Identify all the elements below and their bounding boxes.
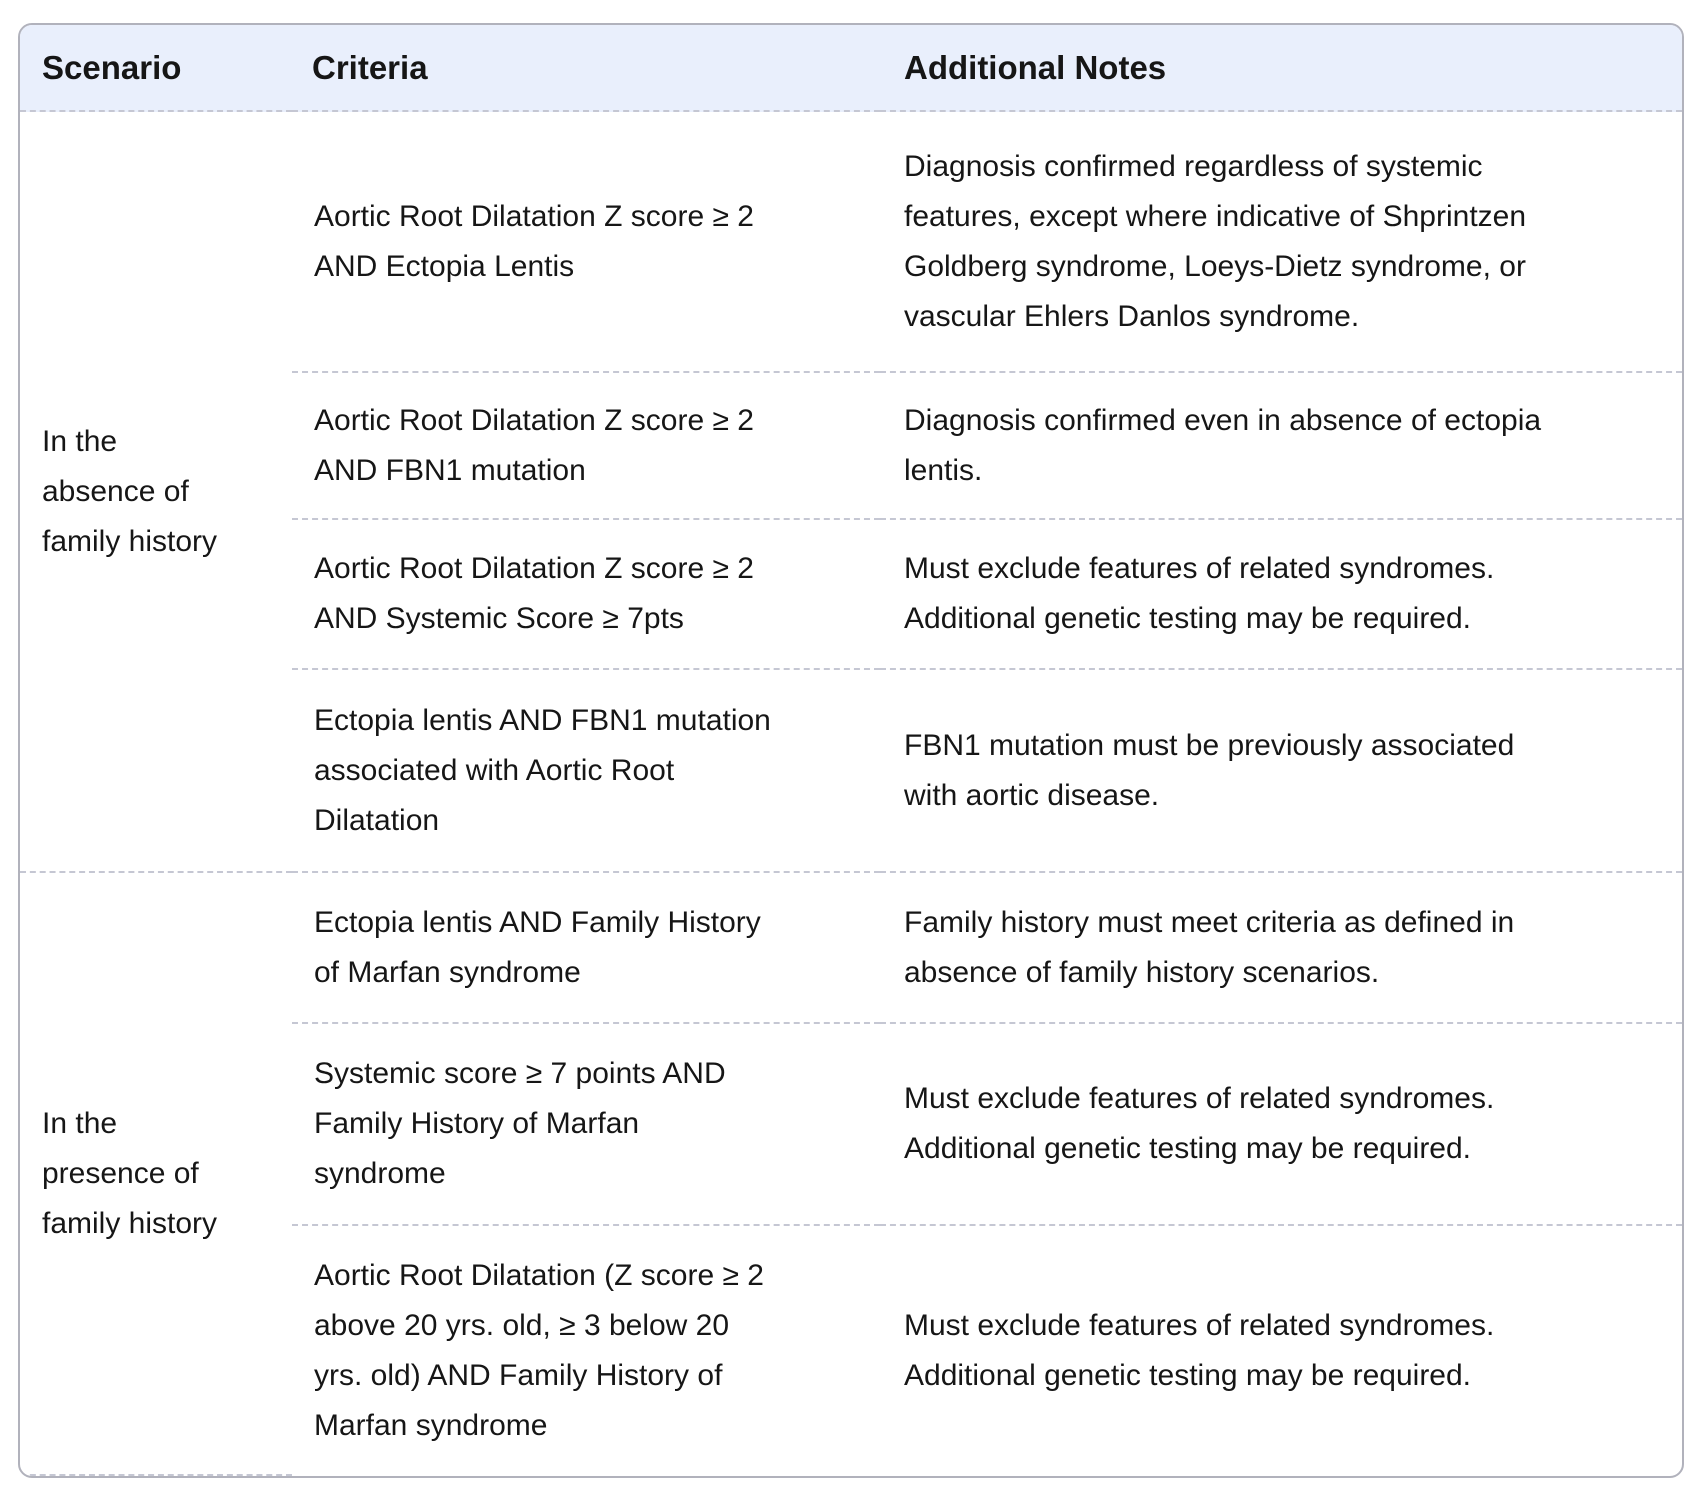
notes-cell: Must exclude features of related syndrom…: [880, 518, 1682, 668]
column-header-additional-notes: Additional Notes: [880, 25, 1682, 112]
criteria-cell: Systemic score ≥ 7 points AND Family His…: [292, 1022, 880, 1224]
diagnosis-criteria-table-container: Scenario Criteria Additional Notes In th…: [18, 23, 1684, 1478]
notes-text: Diagnosis confirmed even in absence of e…: [904, 403, 1542, 487]
column-header-scenario: Scenario: [20, 25, 292, 112]
header-row: Scenario Criteria Additional Notes: [20, 25, 1682, 112]
notes-cell: FBN1 mutation must be previously associa…: [880, 668, 1682, 871]
notes-cell: Must exclude features of related syndrom…: [880, 1224, 1682, 1476]
notes-text: Diagnosis confirmed regardless of system…: [904, 149, 1527, 333]
criteria-text: Systemic score ≥ 7 points AND Family His…: [314, 1057, 726, 1190]
criteria-text: Aortic Root Dilatation Z score ≥ 2 AND F…: [314, 403, 754, 487]
criteria-text: Aortic Root Dilatation Z score ≥ 2 AND S…: [314, 552, 754, 635]
diagnosis-criteria-table: Scenario Criteria Additional Notes In th…: [20, 25, 1682, 1476]
criteria-cell: Aortic Root Dilatation Z score ≥ 2 AND S…: [292, 518, 880, 668]
scenario-label: In the absence of family history: [42, 424, 218, 558]
criteria-text: Aortic Root Dilatation Z score ≥ 2 AND E…: [314, 199, 754, 283]
table-row: In the presence of family history Ectopi…: [20, 871, 1682, 1476]
group-absence-of-family-history: In the absence of family history Aortic …: [20, 112, 1682, 871]
notes-text: Must exclude features of related syndrom…: [904, 552, 1495, 635]
table-header: Scenario Criteria Additional Notes: [20, 25, 1682, 112]
notes-text: Must exclude features of related syndrom…: [904, 1309, 1495, 1392]
notes-text: Family history must meet criteria as def…: [904, 905, 1515, 989]
table-row: Aortic Root Dilatation Z score ≥ 2 AND F…: [20, 371, 1682, 518]
criteria-text: Ectopia lentis AND Family History of Mar…: [314, 905, 761, 989]
notes-cell: Family history must meet criteria as def…: [880, 871, 1682, 1022]
criteria-cell: Aortic Root Dilatation (Z score ≥ 2 abov…: [292, 1224, 880, 1476]
table-row: In the absence of family history Aortic …: [20, 112, 1682, 558]
notes-cell: Diagnosis confirmed regardless of system…: [880, 112, 1682, 371]
criteria-text: Ectopia lentis AND FBN1 mutation associa…: [314, 703, 771, 837]
table-row: Systemic score ≥ 7 points AND Family His…: [20, 1022, 1682, 1224]
criteria-cell: Aortic Root Dilatation Z score ≥ 2 AND E…: [292, 112, 880, 371]
notes-cell: Diagnosis confirmed even in absence of e…: [880, 371, 1682, 518]
scenario-label: In the presence of family history: [42, 1106, 218, 1240]
table-row: Ectopia lentis AND FBN1 mutation associa…: [20, 668, 1682, 871]
table-row: Aortic Root Dilatation Z score ≥ 2 AND S…: [20, 518, 1682, 668]
notes-cell: Must exclude features of related syndrom…: [880, 1022, 1682, 1224]
scenario-cell: In the absence of family history: [20, 112, 292, 871]
notes-text: Must exclude features of related syndrom…: [904, 1082, 1495, 1165]
criteria-cell: Aortic Root Dilatation Z score ≥ 2 AND F…: [292, 371, 880, 518]
table-row: Aortic Root Dilatation (Z score ≥ 2 abov…: [20, 1224, 1682, 1476]
scenario-cell: In the presence of family history: [20, 871, 292, 1476]
group-presence-of-family-history: In the presence of family history Ectopi…: [20, 871, 1682, 1476]
criteria-cell: Ectopia lentis AND Family History of Mar…: [292, 871, 880, 1022]
column-header-criteria: Criteria: [292, 25, 880, 112]
notes-text: FBN1 mutation must be previously associa…: [904, 728, 1515, 812]
criteria-text: Aortic Root Dilatation (Z score ≥ 2 abov…: [314, 1259, 764, 1442]
criteria-cell: Ectopia lentis AND FBN1 mutation associa…: [292, 668, 880, 871]
